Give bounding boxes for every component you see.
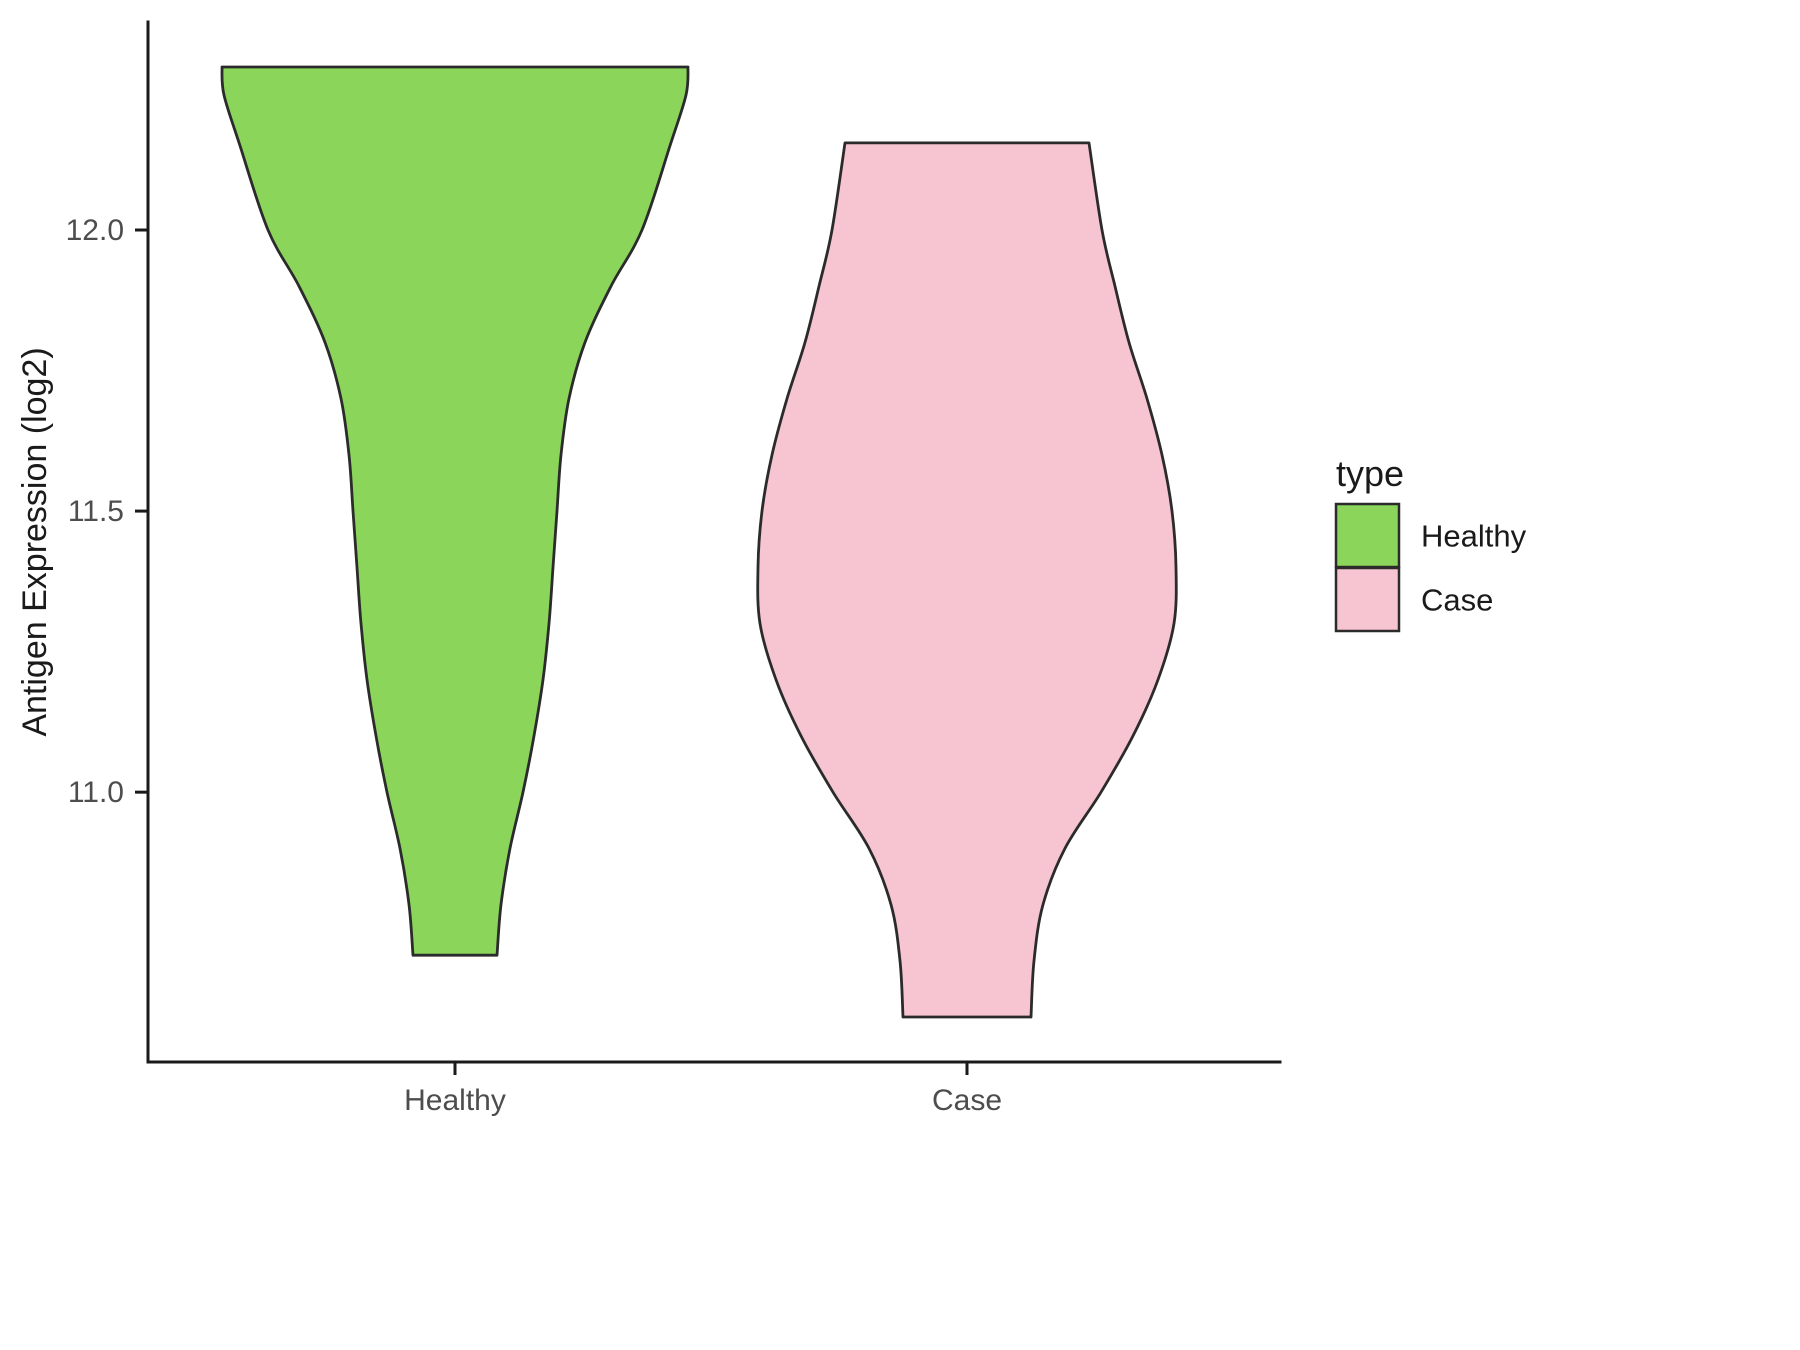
legend-label-healthy: Healthy	[1421, 519, 1527, 554]
y-tick-label: 12.0	[66, 214, 124, 247]
x-tick-label-healthy: Healthy	[404, 1084, 506, 1117]
legend-title: type	[1336, 453, 1404, 494]
violin-healthy	[220, 65, 690, 957]
y-axis-title: Antigen Expression (log2)	[16, 347, 54, 736]
legend-key-case	[1334, 566, 1401, 633]
violin-case	[756, 141, 1178, 1019]
legend-label-case: Case	[1421, 583, 1493, 618]
y-tick-label: 11.0	[68, 776, 124, 809]
x-tick-label-case: Case	[932, 1084, 1002, 1117]
legend-key-healthy	[1334, 502, 1401, 569]
y-tick-label: 11.5	[68, 495, 124, 528]
